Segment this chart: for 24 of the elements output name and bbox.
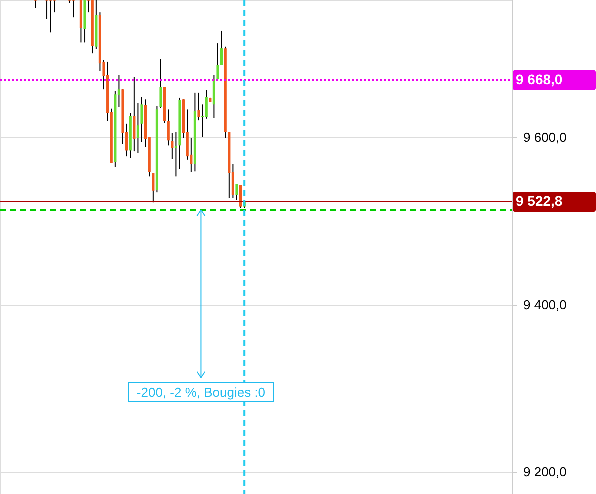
annotation: -200, -2 %, Bougies :0 — [136, 384, 266, 400]
candlestick — [34, 0, 37, 9]
candlestick — [152, 172, 155, 204]
candlestick — [171, 132, 174, 160]
ref-line-label: 9 522,8 — [516, 192, 563, 209]
candlestick — [198, 92, 200, 122]
candlestick — [236, 184, 238, 201]
candlestick — [53, 0, 56, 14]
candlestick — [50, 0, 52, 34]
candlestick — [205, 90, 208, 120]
candlestick — [220, 30, 224, 66]
ref-line-label: 9 668,0 — [516, 71, 563, 88]
candlestick — [136, 102, 140, 154]
candlestick — [140, 96, 144, 143]
candlestick — [240, 184, 242, 209]
candlestick — [46, 0, 48, 20]
y-tick-label: 9 400,0 — [524, 297, 567, 312]
candlestick — [216, 43, 220, 80]
candlestick — [167, 109, 170, 146]
candlestick — [72, 0, 75, 18]
y-tick-label: 9 200,0 — [524, 464, 567, 480]
candlestick — [160, 58, 162, 109]
y-tick-label: 9 600,0 — [524, 130, 567, 145]
candlestick — [133, 76, 136, 152]
